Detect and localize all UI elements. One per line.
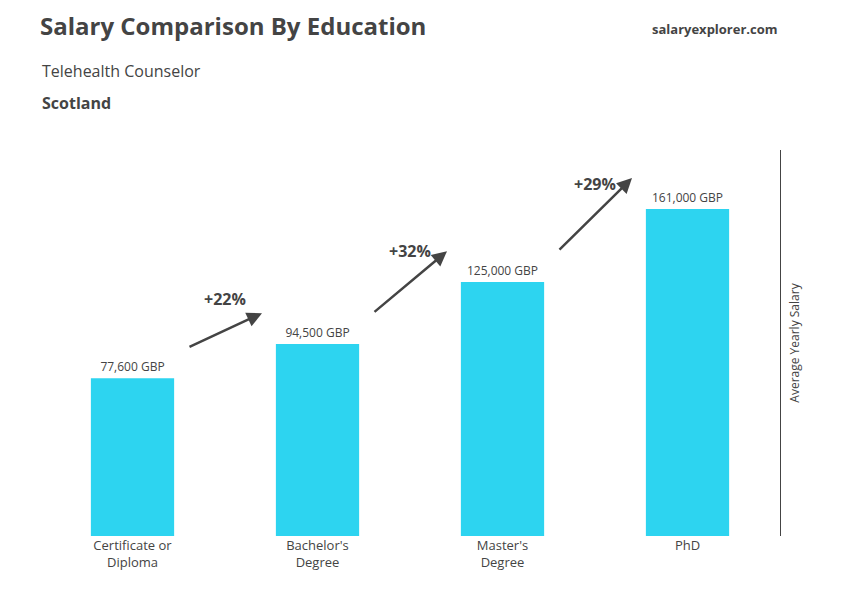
svg-text:161,000 GBP: 161,000 GBP: [652, 189, 723, 206]
svg-text:+32%: +32%: [389, 240, 431, 262]
svg-text:77,600 GBP: 77,600 GBP: [100, 358, 164, 375]
svg-text:salaryexplorer.com: salaryexplorer.com: [652, 20, 778, 38]
svg-text:94,500 GBP: 94,500 GBP: [285, 324, 349, 341]
svg-text:Bachelor'sDegree: Bachelor'sDegree: [286, 536, 349, 571]
svg-text:Master'sDegree: Master'sDegree: [477, 536, 528, 571]
svg-text:Salary Comparison By Education: Salary Comparison By Education: [40, 9, 426, 42]
svg-text:125,000 GBP: 125,000 GBP: [467, 262, 538, 279]
svg-text:Telehealth Counselor: Telehealth Counselor: [42, 60, 201, 82]
svg-text:Average Yearly Salary: Average Yearly Salary: [786, 282, 803, 402]
svg-text:PhD: PhD: [675, 536, 700, 554]
svg-text:+29%: +29%: [574, 173, 616, 195]
svg-text:Scotland: Scotland: [42, 92, 111, 114]
svg-text:Certificate orDiploma: Certificate orDiploma: [93, 536, 172, 571]
svg-text:+22%: +22%: [204, 288, 246, 310]
